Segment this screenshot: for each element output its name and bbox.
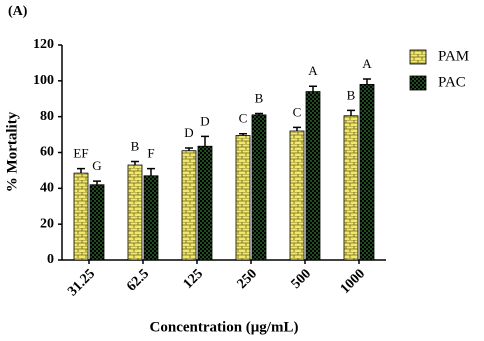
error-bar — [309, 85, 317, 92]
significance-letter: A — [362, 56, 372, 71]
y-axis-title: % Mortality — [4, 111, 20, 192]
error-bar — [93, 180, 101, 185]
x-axis-title: Concentration (μg/mL) — [150, 319, 299, 335]
significance-letter: EF — [73, 146, 88, 161]
bar — [127, 164, 143, 261]
significance-letter: B — [131, 138, 140, 153]
bar — [305, 91, 321, 261]
significance-letter: C — [239, 111, 248, 126]
bar — [89, 184, 105, 261]
x-tick-label: 62.5 — [124, 266, 152, 294]
x-tick-label: 250 — [235, 266, 260, 291]
bar — [359, 84, 375, 261]
significance-letter: A — [308, 63, 318, 78]
y-tick-label: 20 — [40, 216, 54, 231]
error-bar — [185, 147, 193, 151]
bar — [343, 115, 359, 261]
error-bar — [131, 160, 139, 166]
error-bar — [255, 112, 263, 115]
error-bar — [363, 78, 371, 85]
panel-label: (A) — [8, 4, 28, 19]
significance-letter: B — [255, 90, 264, 105]
y-tick-label: 40 — [40, 181, 54, 196]
bar — [73, 172, 89, 261]
x-tick-label: 31.25 — [65, 266, 98, 299]
legend-swatch — [409, 49, 427, 65]
x-tick-label: 1000 — [338, 266, 368, 296]
error-bar — [147, 167, 155, 176]
error-bar — [239, 132, 247, 136]
bar — [235, 135, 251, 261]
x-tick-label: 500 — [289, 266, 314, 291]
bar — [143, 175, 159, 261]
significance-letter: C — [293, 104, 302, 119]
legend-swatch — [409, 75, 427, 91]
bar — [251, 114, 267, 261]
significance-letter: G — [92, 158, 101, 173]
error-bar — [293, 126, 301, 131]
significance-letter: D — [184, 125, 193, 140]
y-tick-label: 60 — [40, 145, 54, 160]
significance-letter: D — [200, 113, 209, 128]
significance-letter: F — [147, 146, 154, 161]
bar — [289, 130, 305, 261]
bar — [197, 145, 213, 261]
legend-label: PAM — [438, 48, 469, 64]
x-tick-label: 125 — [181, 266, 206, 291]
y-tick-label: 80 — [40, 109, 54, 124]
error-bar — [347, 109, 355, 116]
y-tick-label: 0 — [47, 252, 54, 267]
error-bar — [77, 167, 85, 174]
legend-label: PAC — [438, 74, 466, 90]
y-tick-label: 100 — [33, 73, 54, 88]
significance-letter: B — [347, 87, 356, 102]
y-tick-label: 120 — [33, 37, 54, 52]
error-bar — [201, 135, 209, 147]
bar — [181, 150, 197, 261]
